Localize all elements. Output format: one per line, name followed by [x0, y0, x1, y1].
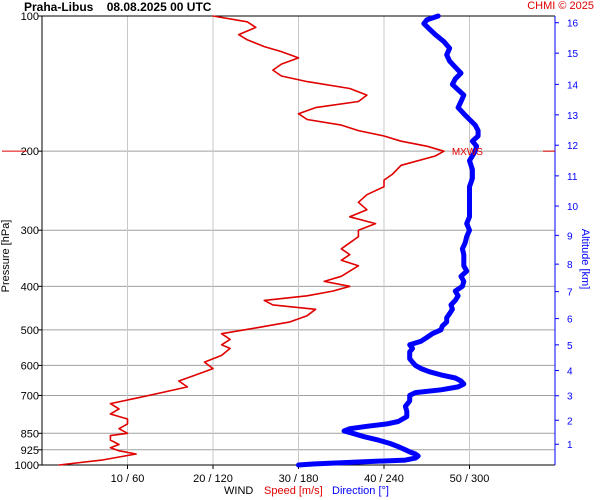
legend-wind: WIND [224, 485, 254, 497]
pressure-tick-label: 925 [21, 445, 39, 457]
wind-tick-label: 30 / 180 [279, 473, 319, 485]
pressure-tick-label: 100 [21, 11, 39, 23]
altitude-tick-label: 3 [567, 392, 573, 403]
sounding-datetime: 08.08.2025 00 UTC [106, 0, 212, 14]
wind-tick-label: 10 / 60 [111, 473, 145, 485]
altitude-tick-label: 15 [567, 49, 579, 60]
pressure-tick-label: 850 [21, 428, 39, 440]
wind-tick-label: 20 / 120 [193, 473, 233, 485]
wind-tick-label: 40 / 240 [364, 473, 404, 485]
wind-speed-line [58, 15, 445, 466]
credit-label: CHMI © 2025 [527, 0, 594, 12]
altitude-tick-label: 9 [567, 231, 573, 242]
altitude-tick-label: 7 [567, 288, 573, 299]
altitude-tick-label: 8 [567, 260, 573, 271]
pressure-tick-label: 1000 [15, 460, 39, 472]
wind-tick-label: 50 / 300 [450, 473, 490, 485]
altitude-tick-label: 4 [567, 367, 573, 378]
altitude-tick-label: 12 [567, 141, 579, 152]
altitude-tick-label: 13 [567, 111, 579, 122]
altitude-tick-label: 2 [567, 416, 573, 427]
pressure-tick-label: 500 [21, 325, 39, 337]
legend-direction: Direction [°] [332, 485, 389, 497]
pressure-tick-label: 700 [21, 390, 39, 402]
altitude-tick-label: 6 [567, 315, 573, 326]
altitude-tick-label: 10 [567, 202, 579, 213]
pressure-tick-label: 600 [21, 360, 39, 372]
pressure-tick-label: 200 [21, 146, 39, 158]
altitude-tick-label: 1 [567, 440, 573, 451]
pressure-tick-label: 300 [21, 225, 39, 237]
pressure-tick-label: 400 [21, 281, 39, 293]
altitude-tick-label: 16 [567, 19, 579, 30]
altitude-tick-label: 5 [567, 341, 573, 352]
station-name: Praha-Libus [24, 0, 94, 14]
chart-title: Praha-Libus 08.08.2025 00 UTC [24, 0, 211, 14]
mxws-label: MXWS [452, 147, 483, 158]
wind-direction-line [296, 13, 481, 468]
legend-speed: Speed [m/s] [264, 485, 323, 497]
altitude-tick-label: 11 [567, 172, 578, 183]
altitude-tick-label: 14 [567, 80, 579, 91]
